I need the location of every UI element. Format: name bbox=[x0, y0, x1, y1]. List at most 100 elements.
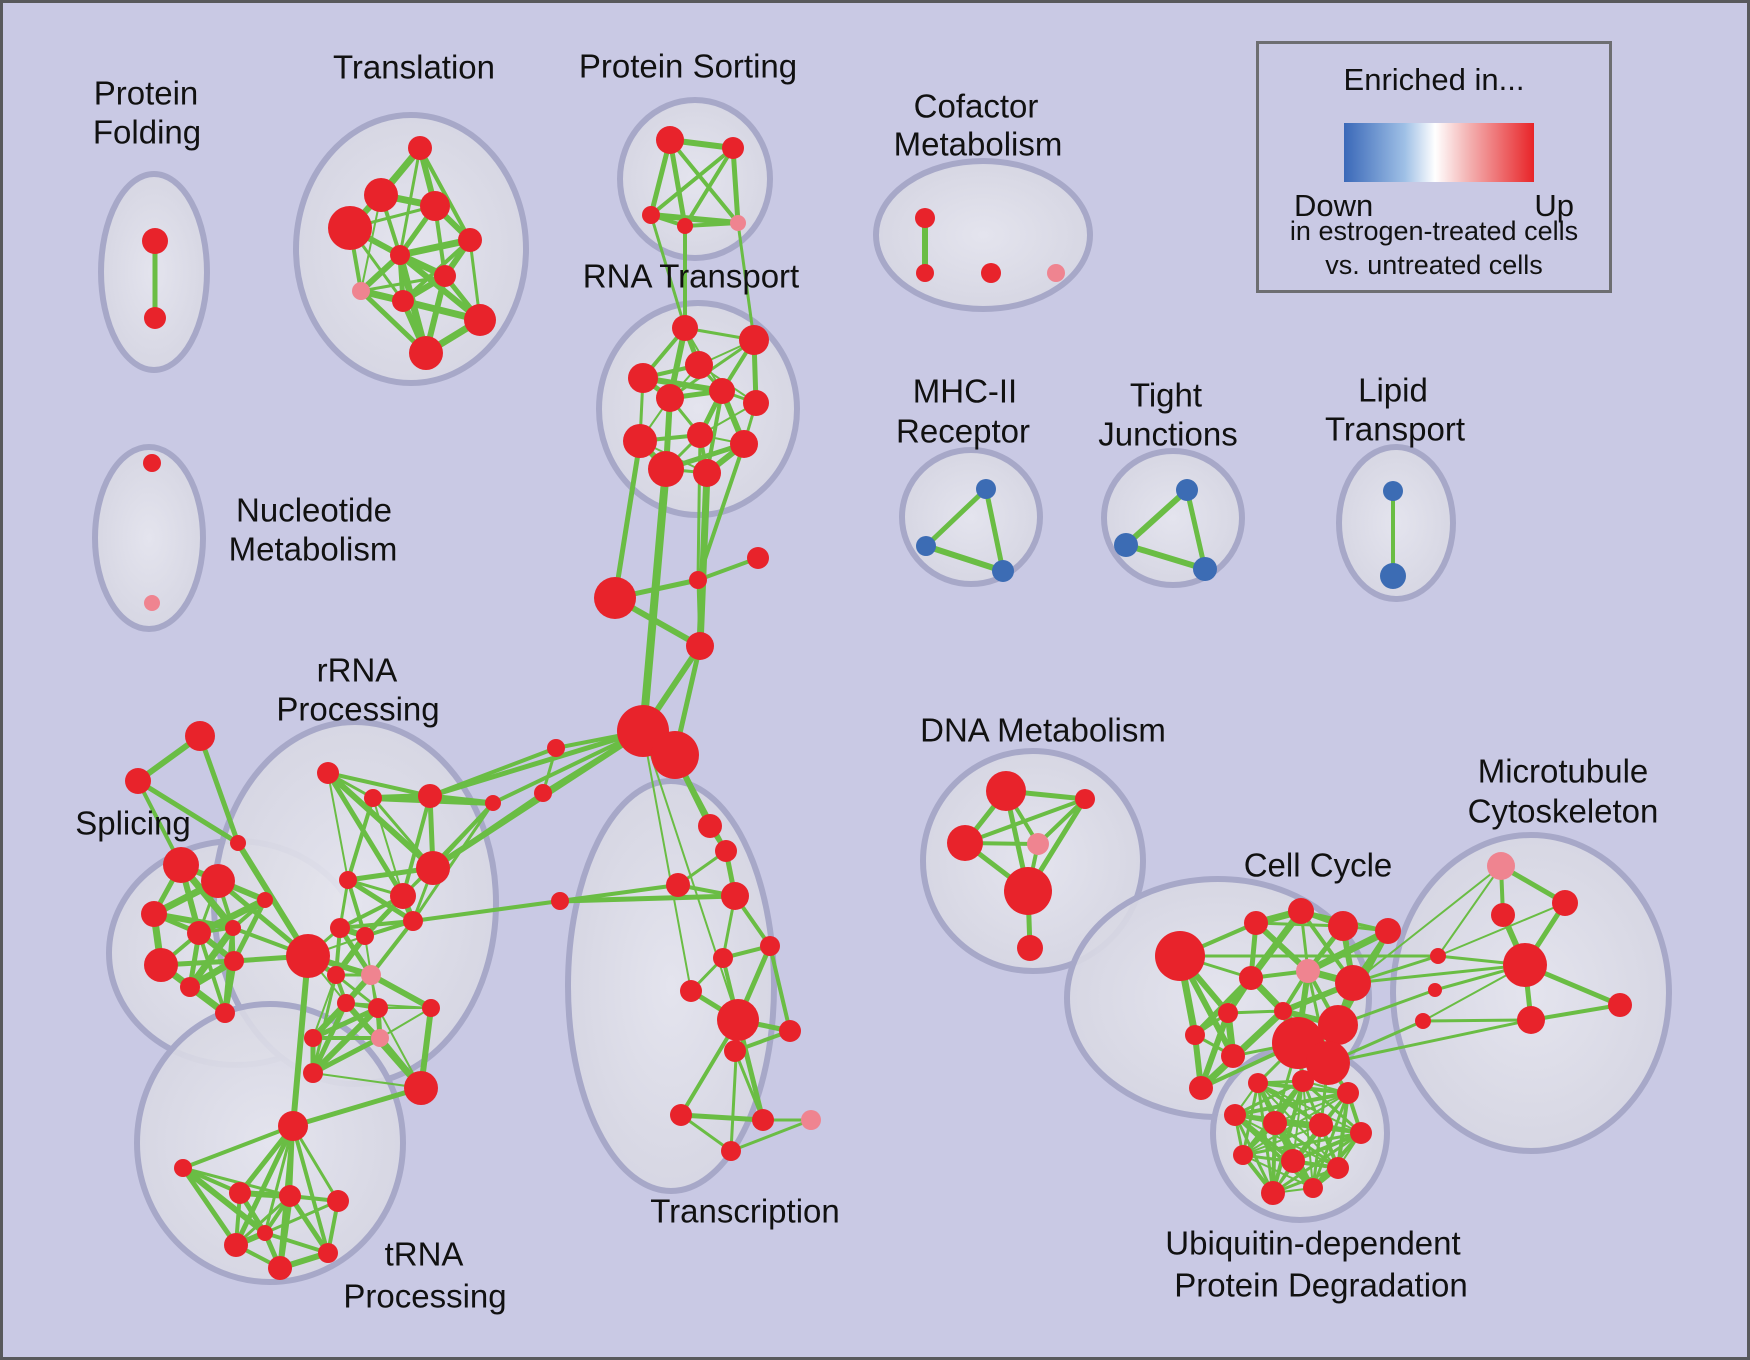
node-ubiquitin-8 bbox=[1281, 1149, 1305, 1173]
node-rrna-17 bbox=[371, 1029, 389, 1047]
node-ubiquitin-2 bbox=[1337, 1082, 1359, 1104]
legend-up-label: Up bbox=[1534, 188, 1574, 223]
edge-protein_sorting bbox=[683, 146, 735, 228]
node-dna-4 bbox=[1004, 867, 1052, 915]
edge-mhc bbox=[923, 543, 1006, 574]
node-center-6 bbox=[547, 739, 565, 757]
node-rrna-3 bbox=[390, 883, 416, 909]
edge-transcription bbox=[678, 1112, 766, 1123]
edge-tight bbox=[1123, 487, 1190, 548]
legend-down-label: Down bbox=[1294, 188, 1374, 223]
edge-ubiquitin bbox=[1241, 1131, 1363, 1157]
cluster-label-rna_transport-0: RNA Transport bbox=[583, 258, 799, 295]
cluster-bubble-nucleotide bbox=[92, 444, 206, 632]
node-rna_transport-2 bbox=[628, 363, 658, 393]
node-microtubule-6 bbox=[1430, 948, 1446, 964]
cluster-label-trna-0: tRNA bbox=[385, 1236, 464, 1273]
cluster-label-transcription-0: Transcription bbox=[650, 1193, 840, 1230]
cluster-bubble-microtubule bbox=[1390, 832, 1672, 1154]
cluster-bubble-lipid bbox=[1336, 444, 1456, 602]
edge-microtubule bbox=[1437, 902, 1566, 957]
node-rna_transport-10 bbox=[648, 451, 684, 487]
node-ubiquitin-9 bbox=[1327, 1157, 1349, 1179]
cluster-label-protein_sorting-0: Protein Sorting bbox=[579, 48, 797, 85]
node-tight-2 bbox=[1193, 557, 1217, 581]
edge-transcription bbox=[733, 1049, 765, 1122]
node-transcription-7 bbox=[717, 999, 759, 1041]
edge-triangle-rrna bbox=[235, 840, 311, 959]
edge-rrna bbox=[345, 877, 416, 924]
node-protein_sorting-0 bbox=[656, 126, 684, 154]
edge-cell_cycle-microtubule bbox=[1351, 963, 1527, 985]
node-center-3 bbox=[686, 632, 714, 660]
edge-center-rrna bbox=[428, 746, 558, 798]
edge-rrna bbox=[310, 1000, 349, 1076]
edge-protein_sorting bbox=[649, 146, 735, 217]
edge-triangle bbox=[135, 778, 241, 846]
node-cell_cycle-9 bbox=[1274, 1002, 1292, 1020]
cluster-label-rrna-1: Processing bbox=[276, 691, 439, 728]
node-cell_cycle-14 bbox=[1185, 1025, 1205, 1045]
node-mhc-1 bbox=[916, 536, 936, 556]
node-translation-4 bbox=[458, 228, 482, 252]
node-transcription-4 bbox=[713, 948, 733, 968]
node-rna_transport-8 bbox=[687, 422, 713, 448]
node-rrna-0 bbox=[317, 762, 339, 784]
node-ubiquitin-1 bbox=[1292, 1070, 1314, 1092]
edge-cell_cycle bbox=[1198, 1010, 1231, 1091]
node-trna-0 bbox=[278, 1111, 308, 1141]
edge-trna bbox=[277, 1193, 293, 1271]
node-rrna-12 bbox=[337, 994, 355, 1012]
edge-tight bbox=[1123, 542, 1208, 572]
legend-subline-2: vs. untreated cells bbox=[1325, 250, 1543, 280]
edge-translation bbox=[418, 146, 472, 242]
edge-center-transcription bbox=[642, 730, 739, 1021]
node-rrna-14 bbox=[422, 999, 440, 1017]
node-cofactor-3 bbox=[1047, 264, 1065, 282]
edge-protein_sorting bbox=[648, 212, 741, 226]
node-microtubule-7 bbox=[1428, 983, 1442, 997]
cluster-bubble-transcription bbox=[565, 778, 777, 1194]
cluster-label-microtubule-1: Cytoskeleton bbox=[1468, 793, 1659, 830]
edge-cell_cycle bbox=[1247, 907, 1305, 982]
node-ubiquitin-10 bbox=[1261, 1181, 1285, 1205]
node-transcription-11 bbox=[752, 1109, 774, 1131]
node-cell_cycle-2 bbox=[1288, 898, 1314, 924]
edge-center-rrna bbox=[491, 729, 645, 805]
node-translation-5 bbox=[390, 245, 410, 265]
node-microtubule-8 bbox=[1415, 1013, 1431, 1029]
node-translation-1 bbox=[364, 178, 398, 212]
edge-protein_sorting-rna_transport bbox=[736, 221, 756, 342]
node-dna-5 bbox=[1017, 935, 1043, 961]
node-cell_cycle-6 bbox=[1296, 959, 1320, 983]
node-microtubule-5 bbox=[1608, 993, 1632, 1017]
node-transcription-1 bbox=[715, 840, 737, 862]
node-transcription-6 bbox=[680, 980, 702, 1002]
node-tight-0 bbox=[1176, 479, 1198, 501]
edge-ubiquitin bbox=[1302, 1080, 1314, 1189]
edge-rrna bbox=[327, 772, 349, 881]
node-ubiquitin-0 bbox=[1248, 1073, 1268, 1093]
edge-microtubule bbox=[1529, 1003, 1622, 1022]
cluster-label-tight-0: Tight bbox=[1130, 377, 1202, 414]
edge-ubiquitin bbox=[1291, 1131, 1363, 1163]
node-rrna-18 bbox=[303, 1063, 323, 1083]
edge-splicing bbox=[231, 897, 268, 964]
edge-cell_cycle bbox=[1304, 927, 1392, 975]
node-lipid-0 bbox=[1383, 481, 1403, 501]
edge-protein_sorting bbox=[667, 137, 688, 229]
cluster-label-lipid-0: Lipid bbox=[1358, 372, 1428, 409]
edge-splicing bbox=[195, 896, 269, 937]
cluster-label-dna-0: DNA Metabolism bbox=[920, 712, 1166, 749]
edge-trna bbox=[234, 1194, 292, 1247]
edge-rrna-transcription bbox=[411, 899, 562, 923]
edge-rna_transport-center bbox=[696, 442, 746, 582]
node-cofactor-0 bbox=[915, 208, 935, 228]
node-protein_folding-1 bbox=[144, 307, 166, 329]
edge-rrna bbox=[312, 1072, 422, 1089]
node-rna_transport-5 bbox=[709, 378, 735, 404]
node-transcription-8 bbox=[779, 1020, 801, 1042]
edge-transcription bbox=[557, 893, 738, 904]
cluster-label-nucleotide-0: Nucleotide bbox=[236, 492, 392, 529]
